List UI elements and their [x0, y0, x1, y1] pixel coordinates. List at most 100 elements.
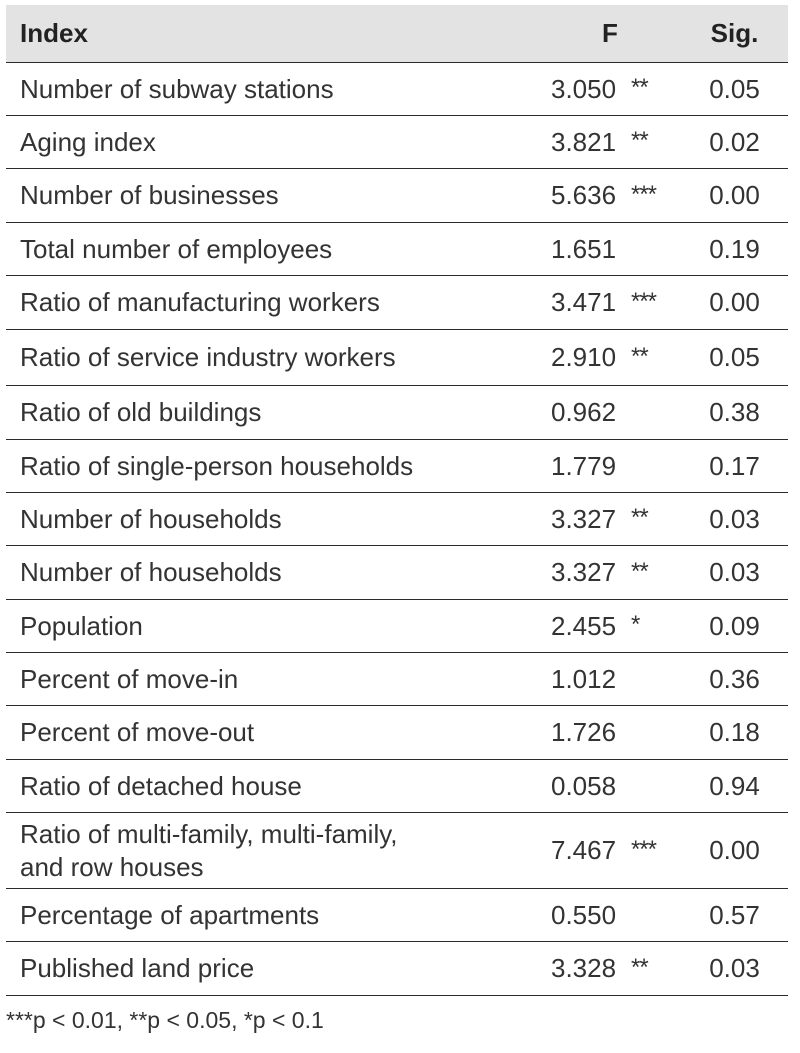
row-f-cell: 1.726	[551, 717, 691, 748]
sig-value: 0.00	[709, 835, 760, 865]
row-f-cell: 3.327 **	[551, 557, 691, 588]
f-value: 1.651	[551, 233, 617, 264]
header-f: F	[602, 18, 618, 48]
row-index-label: Percentage of apartments	[6, 899, 551, 932]
f-value: 0.962	[551, 397, 617, 427]
row-index-text: Ratio of manufacturing workers	[20, 287, 380, 317]
sig-value: 0.02	[709, 126, 760, 157]
row-index-label: Population	[6, 610, 551, 643]
table-row: Published land price 3.328 ** 0.03	[6, 942, 788, 996]
f-value: 7.467	[551, 835, 617, 865]
f-value: 1.012	[551, 663, 617, 694]
row-f-cell: 3.471 ***	[551, 287, 691, 318]
row-f-cell: 0.058	[551, 771, 691, 802]
row-f-cell: 5.636 ***	[551, 180, 691, 211]
row-index-label: Ratio of manufacturing workers	[6, 286, 551, 319]
sig-value: 0.00	[709, 287, 760, 317]
row-index-label: Percent of move-out	[6, 716, 551, 749]
row-index-text: Published land price	[20, 953, 255, 983]
table-row: Number of households 3.327 ** 0.03	[6, 493, 788, 546]
significance-stars: **	[631, 504, 649, 531]
f-value: 1.779	[551, 450, 617, 481]
row-f-cell: 1.779	[551, 451, 691, 482]
sig-value: 0.03	[709, 953, 760, 983]
table-row: Ratio of single-person households 1.779 0.…	[6, 440, 788, 493]
row-index-label: Number of businesses	[6, 179, 551, 212]
row-index-text: Ratio of multi-family, multi-family,	[20, 818, 398, 849]
f-value: 5.636	[551, 180, 617, 210]
significance-footnote: ***p < 0.01, **p < 0.05, *p < 0.1	[6, 1007, 324, 1033]
f-value: 3.471	[551, 287, 617, 317]
sig-value: 0.38	[709, 397, 760, 427]
table-row: Population 2.455 * 0.09	[6, 600, 788, 653]
table-row: Ratio of detached house 0.058 0.94	[6, 760, 788, 813]
table-row: Aging index 3.821 ** 0.02	[6, 116, 788, 169]
row-index-text: Ratio of detached house	[20, 770, 302, 801]
f-value: 2.455	[551, 610, 617, 641]
sig-value: 0.17	[709, 450, 760, 481]
f-value: 2.910	[551, 342, 617, 372]
f-value: 3.327	[551, 557, 617, 587]
header-sig: Sig.	[710, 18, 759, 48]
significance-stars: **	[631, 342, 649, 370]
row-index-label: Number of households	[6, 503, 551, 536]
header-index: Index	[20, 18, 88, 48]
row-index-text: Ratio of old buildings	[20, 397, 262, 427]
significance-stars: **	[631, 74, 649, 101]
table-row: Number of households 3.327 ** 0.03	[6, 546, 788, 600]
row-index-label: Percent of move-in	[6, 663, 551, 696]
table-body: Number of subway stations 3.050 ** 0.05 Agin…	[6, 63, 788, 996]
table-row: Total number of employees 1.651 0.19	[6, 223, 788, 276]
row-index-text: Aging index	[20, 126, 156, 157]
row-f-cell: 2.910 **	[551, 342, 691, 373]
row-index-text: Percent of move-in	[20, 663, 239, 694]
table-row: Number of subway stations 3.050 ** 0.05	[6, 63, 788, 116]
row-f-cell: 0.962	[551, 397, 691, 428]
row-index-label: Total number of employees	[6, 233, 551, 266]
row-index-text: Total number of employees	[20, 233, 333, 264]
significance-stars: ***	[631, 180, 657, 208]
table-row: Ratio of service industry workers 2.910 **…	[6, 330, 788, 386]
table-row: Ratio of multi-family, multi-family, and …	[6, 813, 788, 889]
sig-value: 0.94	[709, 770, 760, 801]
row-index-label: Ratio of detached house	[6, 770, 551, 803]
significance-stars: **	[631, 557, 649, 585]
sig-value: 0.19	[709, 233, 760, 264]
row-index-text: Number of households	[20, 557, 282, 587]
significance-stars: **	[631, 953, 649, 981]
significance-stars: ***	[631, 287, 657, 315]
significance-stars: ***	[631, 835, 657, 863]
f-value: 3.328	[551, 953, 617, 983]
row-f-cell: 2.455 *	[551, 611, 691, 642]
row-index-text: Percentage of apartments	[20, 899, 320, 930]
row-index-text: Ratio of single-person households	[20, 450, 414, 481]
row-f-cell: 1.012	[551, 664, 691, 695]
significance-stars: **	[631, 127, 649, 154]
f-value: 3.821	[551, 126, 617, 157]
sig-value: 0.03	[709, 503, 760, 534]
row-f-cell: 1.651	[551, 234, 691, 265]
significance-stars: *	[631, 611, 640, 638]
row-index-text: Number of households	[20, 503, 282, 534]
table-row: Number of businesses 5.636 *** 0.00	[6, 169, 788, 223]
row-index-label: Ratio of multi-family, multi-family, and …	[6, 818, 551, 884]
f-value: 0.550	[551, 899, 617, 930]
row-index-text: Percent of move-out	[20, 717, 255, 747]
row-f-cell: 3.327 **	[551, 504, 691, 535]
row-index-text: Number of subway stations	[20, 73, 334, 104]
f-value: 1.726	[551, 717, 617, 747]
row-index-label: Ratio of service industry workers	[6, 341, 551, 374]
f-value: 3.327	[551, 503, 617, 534]
row-index-text-line2: and row houses	[20, 851, 204, 882]
row-f-cell: 0.550	[551, 900, 691, 931]
row-f-cell: 3.050 **	[551, 74, 691, 105]
row-f-cell: 3.328 **	[551, 953, 691, 984]
row-index-label: Number of households	[6, 556, 551, 589]
sig-value: 0.05	[709, 342, 760, 372]
sig-value: 0.09	[709, 610, 760, 641]
row-index-label: Aging index	[6, 126, 551, 159]
table-row: Ratio of manufacturing workers 3.471 *** 0.…	[6, 276, 788, 330]
row-index-text: Population	[20, 610, 143, 641]
table-row: Ratio of old buildings 0.962 0.38	[6, 386, 788, 440]
sig-value: 0.57	[709, 899, 760, 930]
